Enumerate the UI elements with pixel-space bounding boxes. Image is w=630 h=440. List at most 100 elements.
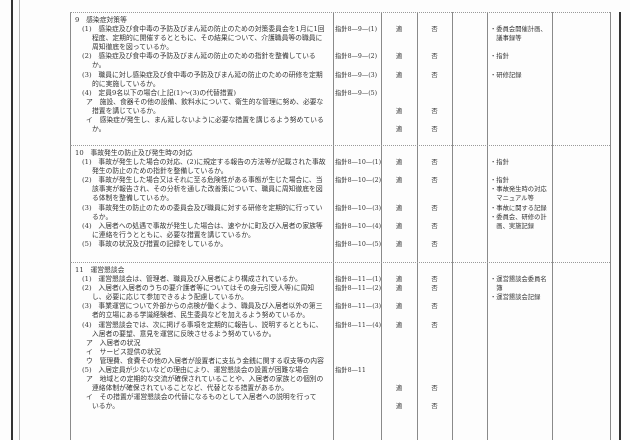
item-text: (3) 事故発生の防止のための委員会及び職員に対する研修を定期的に行ってい るか。 (70, 204, 333, 222)
noncompliant-mark: 否 (431, 204, 438, 212)
notes-cell (552, 348, 610, 357)
reference-documents (487, 204, 552, 222)
item-text-line: 入居者の要望、意見を運営に反映させるよう努めているか。 (92, 329, 276, 338)
notes-cell (552, 71, 610, 89)
guideline-reference: 指針8—11—(2) (335, 285, 382, 293)
notes-cell (552, 275, 610, 284)
item-text: (4) 入居者への処遇で事故が発生した場合は、速やかに町及び入居者の家族等 に連絡… (70, 222, 333, 240)
item-text: (2) 感染症及び食中毒の予防及びまん延の防止のための指針を整備している か。 (70, 52, 333, 70)
reference-documents: ・指針 ・事故発生時の対応 マニュアル等 ・事故に関する記録 ・委員会、研修の計 画、… (487, 176, 552, 229)
noncompliant-mark: 否 (431, 285, 438, 293)
item-text: イ 感染症が発生し、まん延しないように必要な措置を講じるよう努めている か。 (70, 116, 333, 134)
item-text-line: (2) 事故が発生した場合又はそれに至る危険性がある事態が生じた場合に、当 (82, 176, 323, 185)
item-text: (4) 定員9名以下の場合(上記(1)～(3)の代替措置) (70, 89, 333, 98)
page-border-left (11, 0, 13, 440)
item-text-line: に連絡を行うとともに、必要な措置を講じているか。 (92, 230, 255, 239)
guideline-reference: 指針8—9—(3) (335, 71, 378, 79)
column-divider-ok (381, 12, 382, 440)
document-list: ・運営懇談会委員名 簿・運営懇談会記録 (490, 275, 552, 302)
guideline-reference: 指針8—10—(2) (335, 177, 382, 185)
blank-cell (452, 284, 487, 302)
blank-cell (452, 348, 487, 357)
checklist-item: ア 入居者の状況 (70, 339, 610, 348)
document-item: ・事故に関する記録 (490, 204, 547, 212)
item-text-line: (5) 事故の状況及び措置の記録をしているか。 (82, 239, 228, 248)
item-text-line: いるか。 (92, 402, 120, 411)
item-text-line: し、必要に応じて参加できるよう配慮しているか。 (92, 293, 248, 302)
section-3: 11 運営懇談会 (1) 運営懇談会は、管理者、職員及び入居者により構成されている… (70, 262, 610, 440)
document-item: ・運営懇談会委員名 (490, 276, 547, 284)
checklist-item: イ その措置が運営懇談会の代替になるものとして入居者への説明を行って いるか。適否 (70, 393, 610, 411)
document-item: ・指針 (490, 177, 509, 185)
guideline-reference: 指針8—10—(1) (335, 159, 382, 167)
item-text-line: (2) 感染症及び食中毒の予防及びまん延の防止のための指針を整備している (82, 52, 316, 61)
page-border-inner (19, 0, 20, 440)
column-divider-notes (552, 12, 553, 440)
item-text: ア 地域との定期的な交流が確保されていることや、入居者の家族との個別の 連絡体制が… (70, 375, 333, 393)
notes-cell (552, 158, 610, 176)
table-border-left (70, 12, 71, 440)
notes-cell (552, 176, 610, 203)
reference-documents (487, 393, 552, 411)
noncompliant-mark: 否 (431, 276, 438, 284)
blank-cell (452, 321, 487, 339)
notes-cell (552, 204, 610, 222)
reference-documents: ・研修記録 (487, 71, 552, 89)
document-item: 画、実施記録 (490, 222, 535, 230)
compliant-mark: 適 (395, 159, 403, 167)
compliant-mark: 適 (395, 385, 403, 393)
item-text-line: ア 施設、食器その他の設備、飲料水について、衛生的な管理に努め、必要な (86, 97, 324, 106)
compliant-mark: 適 (395, 403, 403, 411)
compliant-mark: 適 (395, 177, 403, 185)
noncompliant-mark: 否 (431, 71, 438, 79)
item-text-line: (5) 入居定員が少ないなどの理由により、運営懇談会の設置が困難な場合 (82, 366, 309, 375)
reference-documents (487, 302, 552, 320)
reference-documents (487, 366, 552, 375)
item-text-line: (4) 入居者への処遇で事故が発生した場合は、速やかに町及び入居者の家族等 (82, 221, 323, 230)
checklist-item: (3) 事業運営について外部からの点検が働くよう、職員及び入居者以外の第三 者的立… (70, 302, 610, 320)
item-text: (4) 運営懇談会では、次に掲げる事項を定期的に報告し、説明するとともに、 入居者… (70, 321, 333, 339)
checklist-item: (1) 運営懇談会は、管理者、職員及び入居者により構成されているか。指針8—11… (70, 275, 610, 301)
notes-cell (552, 25, 610, 52)
item-text-line: (2) 入居者(入居者のうちの要介護者等についてはその身元引受人等)に周知 (82, 284, 315, 293)
checklist-item: (3) 職員に対し感染症及び食中毒の予防及びまん延の防止のための研修を定期 的に実… (70, 71, 610, 89)
blank-cell (452, 339, 487, 348)
reference-documents (487, 116, 552, 134)
item-text: イ その措置が運営懇談会の代替になるものとして入居者への説明を行って いるか。 (70, 393, 333, 411)
item-text-line: (1) 運営懇談会は、管理者、職員及び入居者により構成されているか。 (82, 275, 302, 284)
notes-cell (552, 339, 610, 348)
notes-cell (552, 116, 610, 134)
compliant-mark: 適 (395, 53, 403, 61)
item-text-line: (4) 定員9名以下の場合(上記(1)～(3)の代替措置) (82, 88, 237, 97)
compliant-mark: 適 (395, 107, 403, 115)
notes-cell (552, 284, 610, 302)
blank-cell (452, 176, 487, 203)
reference-documents: ・運営懇談会委員名 簿・運営懇談会記録 (487, 275, 552, 301)
column-divider-docs (487, 12, 488, 440)
compliant-mark: 適 (395, 285, 403, 293)
notes-cell (552, 321, 610, 339)
blank-cell (452, 25, 487, 52)
checklist-item: ア 地域との定期的な交流が確保されていることや、入居者の家族との個別の 連絡体制が… (70, 375, 610, 393)
blank-cell (452, 302, 487, 320)
reference-documents (487, 284, 552, 302)
item-text: (1) 運営懇談会は、管理者、職員及び入居者により構成されているか。 (70, 275, 333, 284)
reference-documents (487, 348, 552, 357)
item-text-line: 周知徹底を図っているか。 (92, 43, 174, 52)
item-text-line: (4) 運営懇談会では、次に掲げる事項を定期的に報告し、説明するとともに、 (82, 320, 323, 329)
compliant-mark: 適 (395, 71, 403, 79)
document-list: ・指針 (490, 158, 552, 167)
column-divider-ref (333, 12, 334, 440)
reference-documents: ・指針 (487, 52, 552, 70)
notes-cell (552, 89, 610, 98)
item-text: (1) 事故が発生した場合の対応、(2)に規定する報告の方法等が記載された事故発… (70, 158, 333, 176)
blank-cell (452, 52, 487, 70)
document-list: ・研修記録 (490, 71, 552, 80)
notes-cell (552, 357, 610, 366)
blank-cell (452, 98, 487, 116)
guideline-reference: 指針8—10—(5) (335, 240, 382, 248)
blank-cell (452, 204, 487, 222)
document-item: ・委員会、研修の計 (490, 213, 547, 221)
item-text: (2) 入居者(入居者のうちの要介護者等についてはその身元引受人等)に周知 し、必… (70, 284, 333, 302)
